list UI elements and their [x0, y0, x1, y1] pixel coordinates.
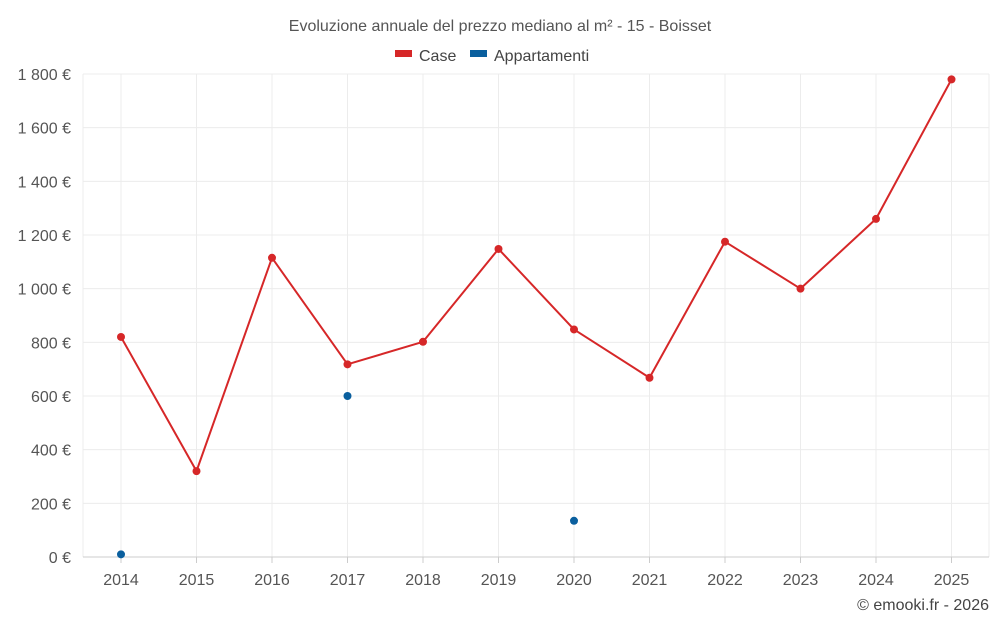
- data-point[interactable]: [645, 373, 654, 382]
- legend-item[interactable]: Case: [395, 48, 456, 65]
- series: [117, 75, 956, 559]
- chart-title: Evoluzione annuale del prezzo mediano al…: [289, 18, 712, 35]
- data-point[interactable]: [494, 244, 503, 253]
- series-appartamenti: [117, 392, 578, 559]
- x-tick-label: 2025: [934, 572, 970, 589]
- y-tick-label: 400 €: [31, 443, 71, 460]
- legend-label: Appartamenti: [494, 48, 589, 65]
- data-point[interactable]: [872, 214, 880, 223]
- y-tick-label: 600 €: [31, 389, 71, 406]
- x-tick-label: 2017: [330, 572, 366, 589]
- y-tick-label: 200 €: [31, 496, 71, 513]
- legend-swatch: [470, 50, 487, 57]
- data-point[interactable]: [419, 337, 427, 346]
- data-point[interactable]: [570, 325, 578, 334]
- y-tick-label: 1 600 €: [18, 121, 71, 138]
- x-tick-label: 2019: [481, 572, 517, 589]
- x-tick-label: 2016: [254, 572, 290, 589]
- data-point[interactable]: [117, 550, 125, 559]
- data-point[interactable]: [721, 237, 729, 246]
- x-tick-label: 2014: [103, 572, 139, 589]
- x-tick-label: 2018: [405, 572, 441, 589]
- grid: [82, 73, 990, 557]
- legend-item[interactable]: Appartamenti: [470, 48, 589, 65]
- data-point[interactable]: [947, 75, 956, 84]
- data-point[interactable]: [117, 332, 125, 341]
- y-tick-label: 1 000 €: [18, 282, 71, 299]
- data-point[interactable]: [192, 467, 201, 476]
- data-point[interactable]: [343, 392, 352, 400]
- legend-swatch: [395, 50, 412, 57]
- x-tick-label: 2020: [556, 572, 592, 589]
- series-line: [120, 78, 953, 473]
- data-point[interactable]: [343, 360, 352, 369]
- legend[interactable]: Case Appartamenti: [395, 48, 589, 65]
- legend-label: Case: [419, 48, 456, 65]
- labels: Evoluzione annuale del prezzo mediano al…: [289, 18, 989, 614]
- x-tick-label: 2022: [707, 572, 743, 589]
- x-tick-label: 2023: [783, 572, 819, 589]
- axes: 0 € 200 € 400 € 600 € 800 € 1 000 € 1 200 € 1 4…: [18, 67, 989, 589]
- data-point[interactable]: [570, 516, 578, 525]
- y-tick-label: 1 200 €: [18, 228, 71, 245]
- x-tick-label: 2021: [632, 572, 668, 589]
- y-tick-label: 1 400 €: [18, 174, 71, 191]
- credit-text: © emooki.fr - 2026: [857, 597, 989, 614]
- data-point[interactable]: [268, 253, 276, 262]
- series-case: [117, 75, 956, 476]
- x-tick-label: 2015: [179, 572, 215, 589]
- data-point[interactable]: [796, 284, 805, 293]
- y-tick-label: 0 €: [49, 550, 71, 567]
- y-tick-label: 800 €: [31, 335, 71, 352]
- y-tick-label: 1 800 €: [18, 67, 71, 84]
- x-tick-label: 2024: [858, 572, 894, 589]
